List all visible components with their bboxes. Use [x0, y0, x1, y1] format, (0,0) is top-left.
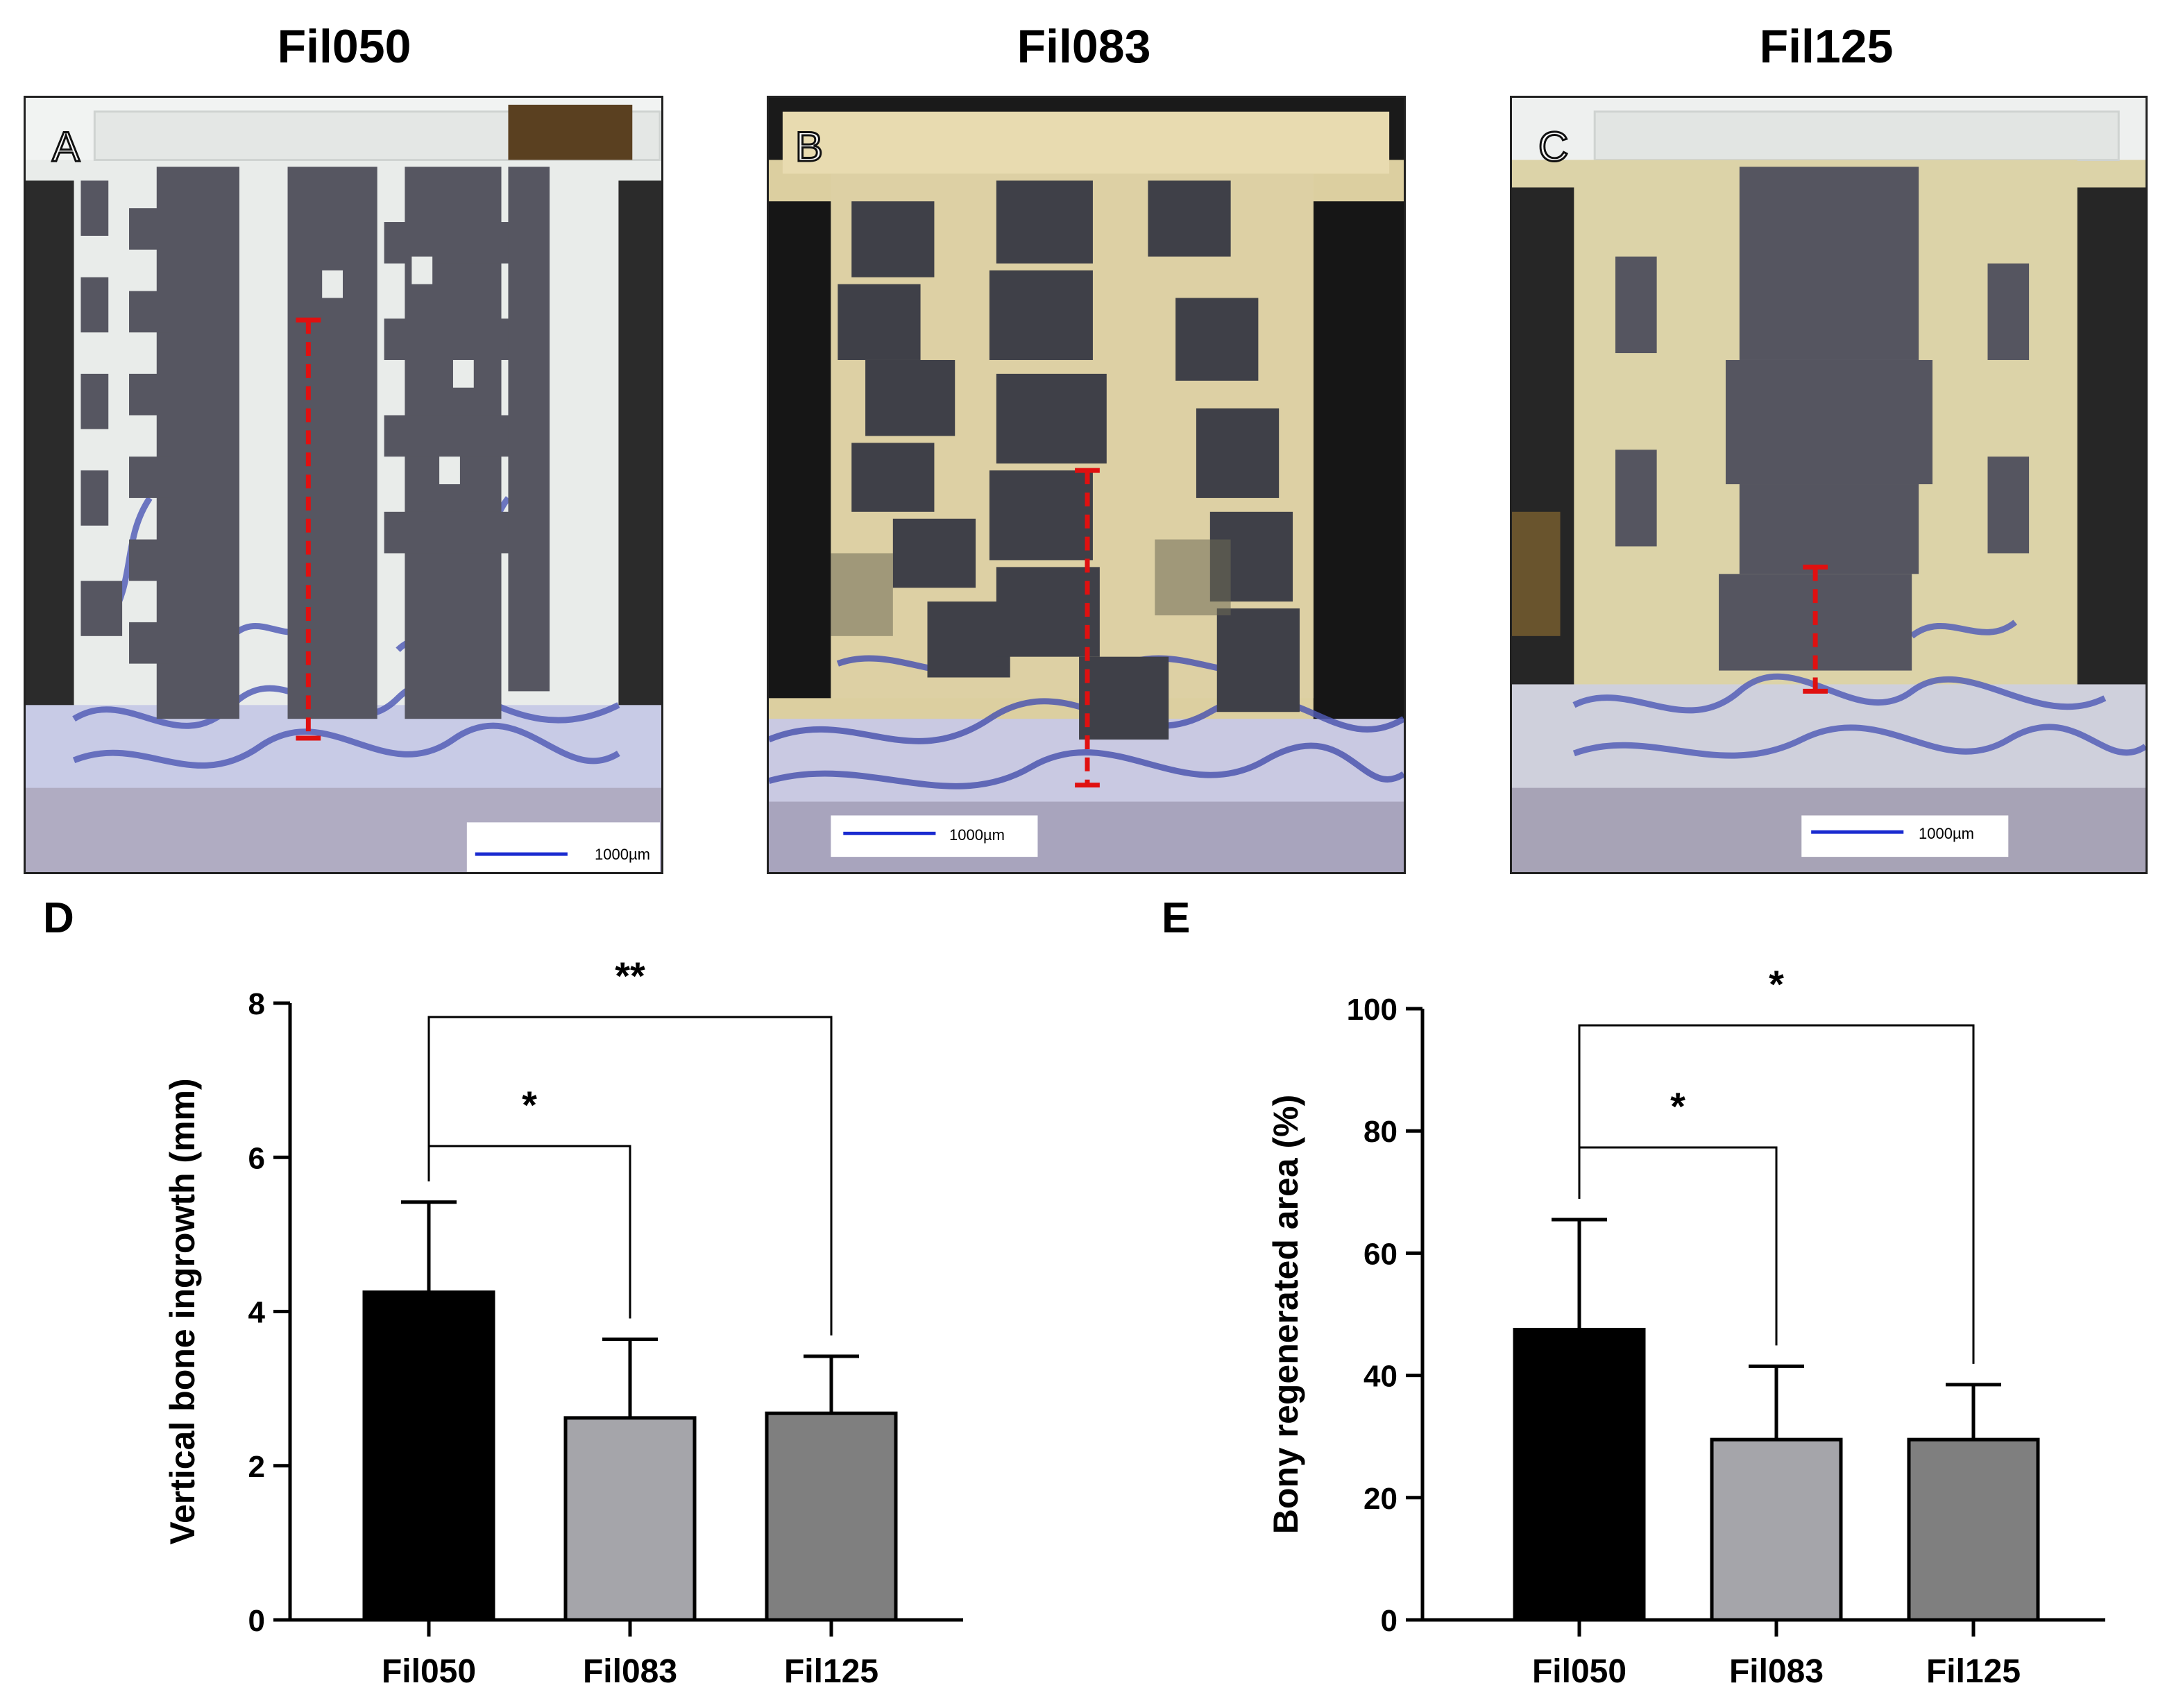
panel-label-a: A [51, 123, 80, 171]
y-tick-label: 4 [248, 1296, 266, 1330]
bar-fil125 [1907, 1437, 2040, 1622]
histology-image-a [26, 98, 661, 872]
histology-image-b [769, 98, 1404, 872]
significance-label: * [522, 1083, 537, 1127]
histology-panel-b: B 1000µm [767, 96, 1406, 874]
y-axis-title: Vertical bone ingrowth (mm) [163, 1078, 202, 1544]
y-tick-label: 2 [248, 1450, 265, 1484]
bar-chart-e: 0 20 40 60 80 100 Bony regenerated area (%) Fil… [1266, 962, 2105, 1690]
x-tick-label: Fil083 [583, 1653, 677, 1690]
histology-image-c [1512, 98, 2146, 872]
y-tick-label: 8 [248, 987, 265, 1021]
y-tick-label: 60 [1363, 1237, 1397, 1271]
panel-label-b: B [794, 123, 824, 171]
y-tick-label: 0 [248, 1604, 265, 1638]
significance-bracket [427, 1016, 833, 1335]
x-tick-label: Fil125 [1926, 1653, 2021, 1690]
y-tick-label: 80 [1363, 1115, 1397, 1149]
bar-fil050 [362, 1290, 495, 1622]
histology-panel-a: A 1000µm [24, 96, 663, 874]
y-tick-label: 6 [248, 1141, 265, 1175]
bar-fil083 [1710, 1437, 1843, 1622]
y-tick-label: 0 [1381, 1604, 1397, 1638]
y-tick-label: 40 [1363, 1360, 1397, 1394]
x-tick-label: Fil125 [784, 1653, 878, 1690]
chart-label-e: E [1162, 894, 1191, 942]
panel-label-c: C [1537, 123, 1569, 171]
bar-fil050 [1513, 1328, 1646, 1622]
histology-panel-c: C 1000µm [1510, 96, 2148, 874]
x-tick-label: Fil050 [382, 1653, 476, 1690]
x-tick-label: Fil050 [1532, 1653, 1626, 1690]
y-tick-label: 100 [1347, 993, 1397, 1027]
significance-label: ** [615, 954, 645, 998]
chart-label-d: D [43, 894, 74, 942]
significance-label: * [1769, 962, 1784, 1006]
scale-bar-label-c: 1000µm [1914, 823, 1978, 844]
bar-fil125 [765, 1411, 898, 1622]
significance-bracket [1578, 1024, 1975, 1364]
column-title-fil083: Fil083 [1017, 20, 1151, 73]
scale-bar-label-b: 1000µm [945, 825, 1009, 846]
y-tick-label: 20 [1363, 1482, 1397, 1516]
y-axis-title: Bony regenerated area (%) [1266, 1095, 1305, 1535]
bar-fil083 [563, 1416, 697, 1622]
significance-label: * [1670, 1084, 1685, 1128]
significance-bracket [1578, 1146, 1778, 1346]
bar-chart-d: 0 2 4 6 8 Vertical bone ingrowth (mm) Fil050 Fi… [163, 954, 963, 1690]
column-title-fil050: Fil050 [277, 20, 411, 73]
x-tick-label: Fil083 [1729, 1653, 1824, 1690]
column-title-fil125: Fil125 [1759, 20, 1894, 73]
scale-bar-label-a: 1000µm [591, 844, 654, 865]
